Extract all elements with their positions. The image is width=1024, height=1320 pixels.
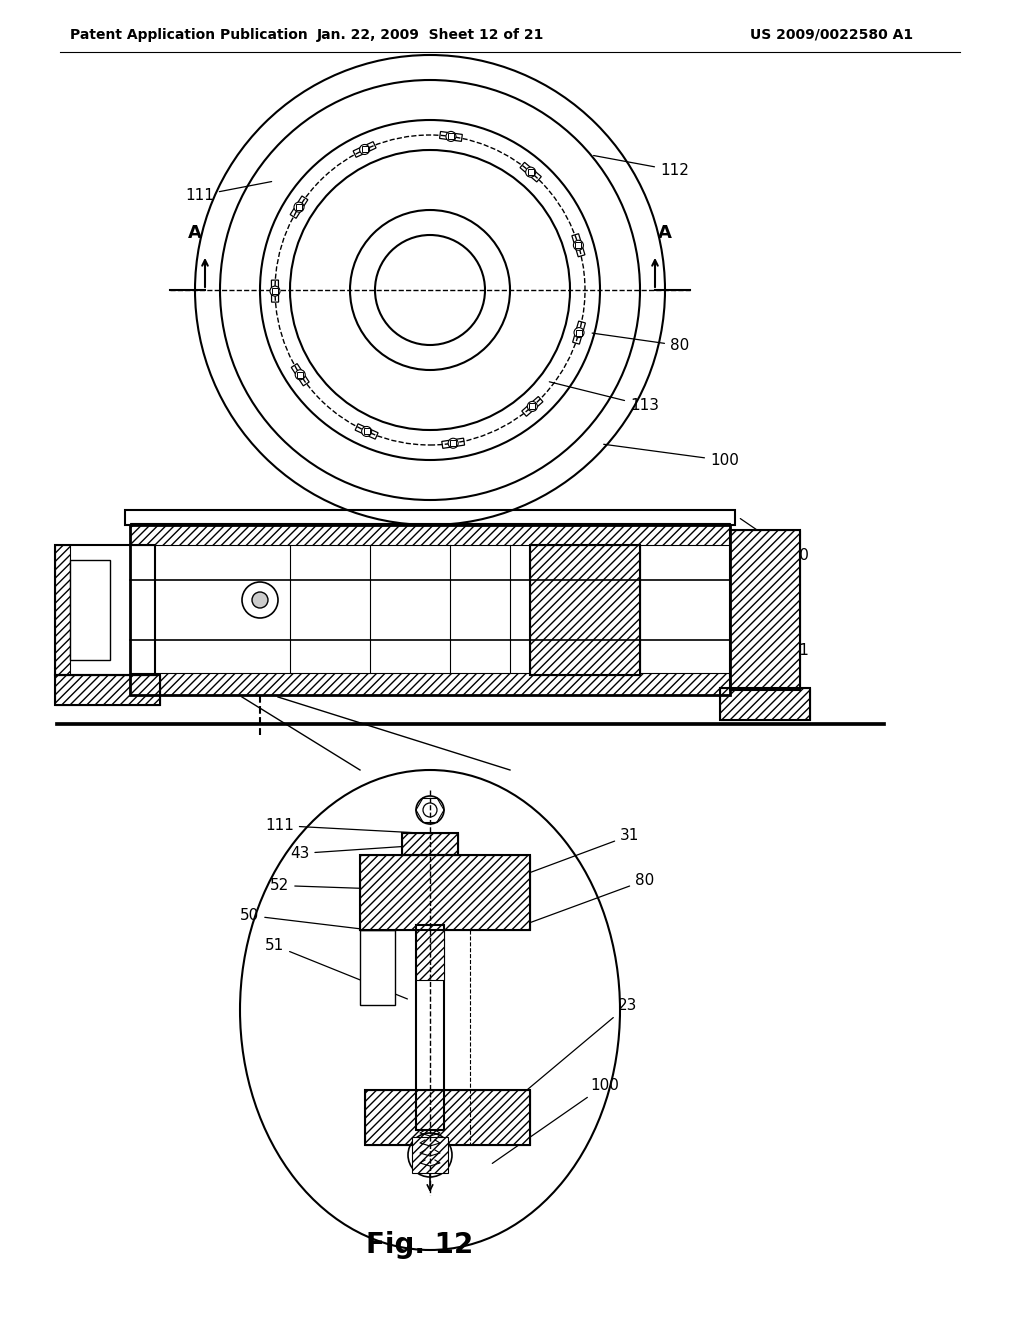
Circle shape	[574, 327, 584, 338]
Circle shape	[294, 202, 304, 213]
Circle shape	[449, 438, 458, 449]
Bar	[575, 243, 582, 248]
Text: 80: 80	[592, 333, 689, 352]
Text: 101: 101	[768, 643, 809, 657]
Bar	[527, 169, 534, 176]
Bar	[360, 855, 530, 931]
Text: 100: 100	[493, 1078, 618, 1163]
Bar	[451, 441, 456, 446]
Bar	[130, 523, 730, 545]
Circle shape	[527, 401, 538, 412]
Bar	[530, 545, 640, 675]
Bar	[130, 673, 730, 696]
Circle shape	[270, 286, 280, 296]
Bar	[70, 560, 110, 660]
Text: Jan. 22, 2009  Sheet 12 of 21: Jan. 22, 2009 Sheet 12 of 21	[316, 28, 544, 42]
Text: Fig. 12: Fig. 12	[367, 1232, 474, 1259]
Text: 100: 100	[604, 445, 739, 469]
Text: US 2009/0022580 A1: US 2009/0022580 A1	[750, 28, 913, 42]
Bar	[360, 855, 530, 931]
Bar	[720, 688, 810, 719]
Circle shape	[295, 370, 305, 380]
Bar	[730, 531, 800, 690]
Bar	[416, 925, 444, 1130]
Circle shape	[573, 240, 584, 251]
Circle shape	[446, 132, 456, 141]
Bar	[272, 288, 278, 294]
Text: 31: 31	[513, 828, 639, 879]
Text: Patent Application Publication: Patent Application Publication	[70, 28, 308, 42]
Bar	[55, 545, 70, 675]
Text: A: A	[188, 224, 202, 242]
Bar	[730, 531, 800, 690]
Bar	[125, 510, 735, 525]
Bar	[55, 675, 160, 705]
Text: 80: 80	[513, 873, 654, 929]
Bar	[447, 133, 454, 140]
Bar	[55, 545, 155, 675]
Text: 113: 113	[549, 381, 659, 413]
Circle shape	[252, 591, 268, 609]
Bar	[416, 931, 444, 979]
Circle shape	[359, 144, 370, 154]
Bar	[720, 688, 810, 719]
Text: 112: 112	[594, 156, 689, 178]
Text: 43: 43	[290, 845, 422, 861]
Bar	[412, 1137, 449, 1173]
Bar	[297, 372, 303, 378]
Bar	[55, 675, 160, 705]
Text: 50: 50	[240, 908, 368, 929]
Bar	[296, 205, 302, 210]
Bar	[365, 1090, 530, 1144]
Bar	[364, 429, 370, 434]
Bar	[577, 330, 582, 335]
Text: 111: 111	[185, 182, 271, 203]
Text: 51: 51	[265, 939, 408, 999]
Bar	[130, 525, 730, 696]
Circle shape	[525, 168, 536, 177]
Bar	[529, 404, 536, 409]
Bar	[530, 545, 640, 675]
Circle shape	[361, 426, 372, 437]
Text: 52: 52	[270, 878, 408, 894]
Bar	[365, 1090, 530, 1144]
Text: 111: 111	[265, 818, 417, 833]
Bar	[402, 833, 458, 855]
Bar	[361, 147, 368, 153]
Bar	[55, 722, 885, 725]
Text: 100: 100	[740, 519, 809, 564]
Bar	[360, 931, 395, 1005]
Text: A: A	[658, 224, 672, 242]
Bar	[402, 833, 458, 855]
Text: 23: 23	[517, 998, 637, 1098]
